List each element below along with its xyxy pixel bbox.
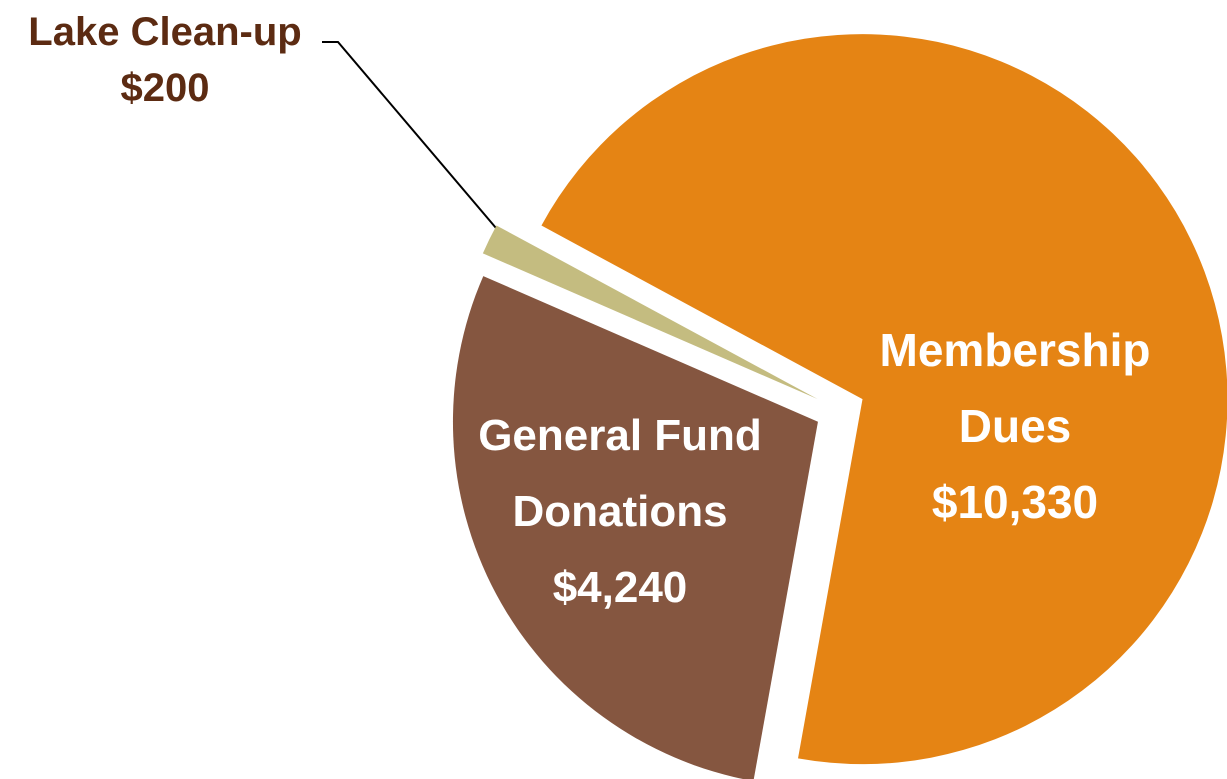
- category-label: Lake Clean-up: [28, 10, 302, 54]
- slice-label: General Fund Donations $4,240: [445, 398, 795, 626]
- value-label: $4,240: [552, 563, 688, 612]
- category-label: General Fund Donations: [478, 411, 762, 536]
- value-label: $200: [120, 66, 210, 110]
- pie-slice: [453, 276, 818, 779]
- pie-slice: [482, 225, 818, 400]
- slice-label: Membership Dues $10,330: [835, 312, 1195, 540]
- leader-line: [322, 41, 497, 229]
- category-label: Membership Dues: [879, 324, 1151, 452]
- slice-label: Lake Clean-up $200: [0, 4, 330, 116]
- pie-slice: [541, 34, 1227, 765]
- value-label: $10,330: [931, 476, 1099, 528]
